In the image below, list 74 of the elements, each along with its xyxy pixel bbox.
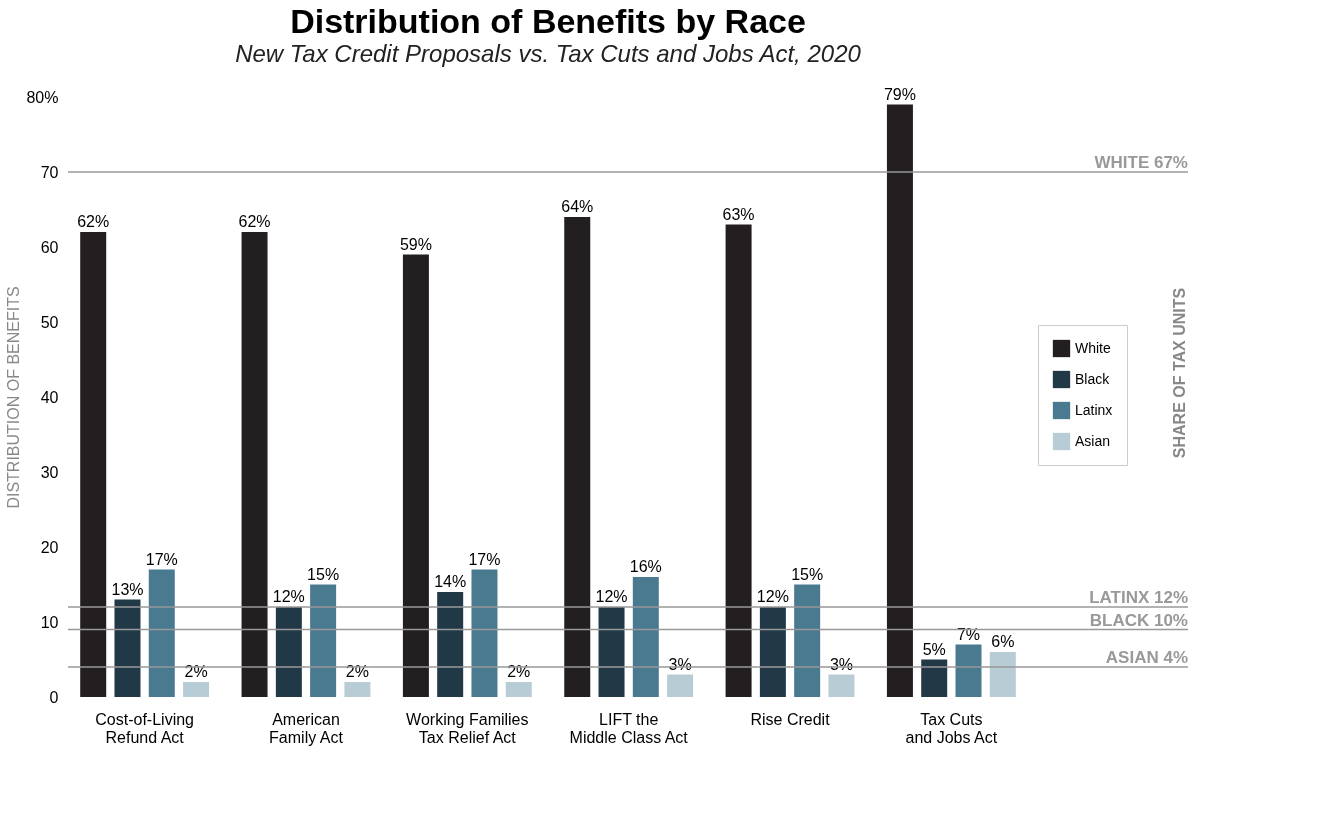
bar [310,584,337,697]
data-label: 3% [668,655,692,673]
bar [955,644,982,697]
data-label: 12% [756,588,789,605]
y-tick-label: 70 [40,163,59,181]
data-label: 15% [791,565,824,583]
bar [275,607,302,697]
bar [437,592,464,697]
data-label: 2% [345,663,369,680]
data-label: 17% [468,550,501,568]
bar [148,569,175,697]
y-tick-label: 30 [40,463,59,481]
data-label: 62% [238,213,271,230]
bar [828,674,855,697]
bar [471,569,498,697]
x-tick-label: Tax Cuts and Jobs Act [905,710,998,746]
bar [886,104,913,697]
bar [241,232,268,697]
bar [505,682,532,697]
bar [921,659,948,697]
y-axis-title: DISTRIBUTION OF BENEFITS [5,286,23,509]
data-label: 2% [507,663,531,680]
x-tick-label: Cost-of-Living Refund Act [95,710,194,746]
bar [80,232,107,697]
data-label: 12% [272,588,305,605]
y-tick-label: 40 [40,388,59,406]
data-label: 5% [922,640,946,658]
data-label: 12% [595,588,628,605]
y-tick-label: 50 [40,313,59,331]
bar [114,599,141,697]
legend-label: Asian [1075,432,1111,449]
bar [725,224,752,697]
data-label: 14% [434,573,467,590]
data-label: 17% [145,550,178,568]
x-tick-label: Working Families Tax Relief Act [406,710,529,746]
data-label: 16% [629,558,662,575]
bar [402,254,429,697]
x-tick-label: American Family Act [269,710,344,746]
ref-line-label: BLACK 10% [1089,610,1188,630]
data-label: 62% [77,213,110,230]
bar [632,577,659,697]
y-tick-label: 20 [40,538,59,556]
chart-subtitle: New Tax Credit Proposals vs. Tax Cuts and Jobs Act, 2020 [235,39,862,67]
ref-line-label: ASIAN 4% [1105,648,1188,667]
legend-label: White [1075,339,1111,356]
data-label: 3% [829,655,854,673]
ref-line-label: WHITE 67% [1094,153,1188,172]
x-tick-label: Rise Credit [750,710,831,728]
legend-label: Latinx [1075,401,1113,418]
bar [794,584,821,697]
y-tick-label: 60 [40,238,59,256]
bar [759,607,786,697]
y-tick-label: 80% [26,88,59,106]
data-label: 13% [111,580,144,598]
bar [344,682,371,697]
x-tick-label: LIFT the Middle Class Act [569,710,689,746]
data-label: 63% [722,205,755,223]
bar [598,607,625,697]
data-label: 15% [307,565,340,583]
ref-line-label: LATINX 12% [1089,588,1188,607]
text: SHARE OF TAX UNITS [1171,287,1188,459]
data-label: 59% [399,235,432,253]
bar [667,674,694,697]
bar [183,682,210,697]
data-label: 2% [184,663,208,680]
y-tick-label: 10 [40,613,59,631]
data-label: 64% [561,198,594,215]
chart-title: Distribution of Benefits by Race [290,1,806,40]
bar [564,217,591,697]
bar [989,652,1016,697]
y-tick-label: 0 [49,688,59,706]
legend-label: Black [1075,370,1111,387]
data-label: 79% [883,85,916,103]
data-label: 6% [991,633,1015,650]
